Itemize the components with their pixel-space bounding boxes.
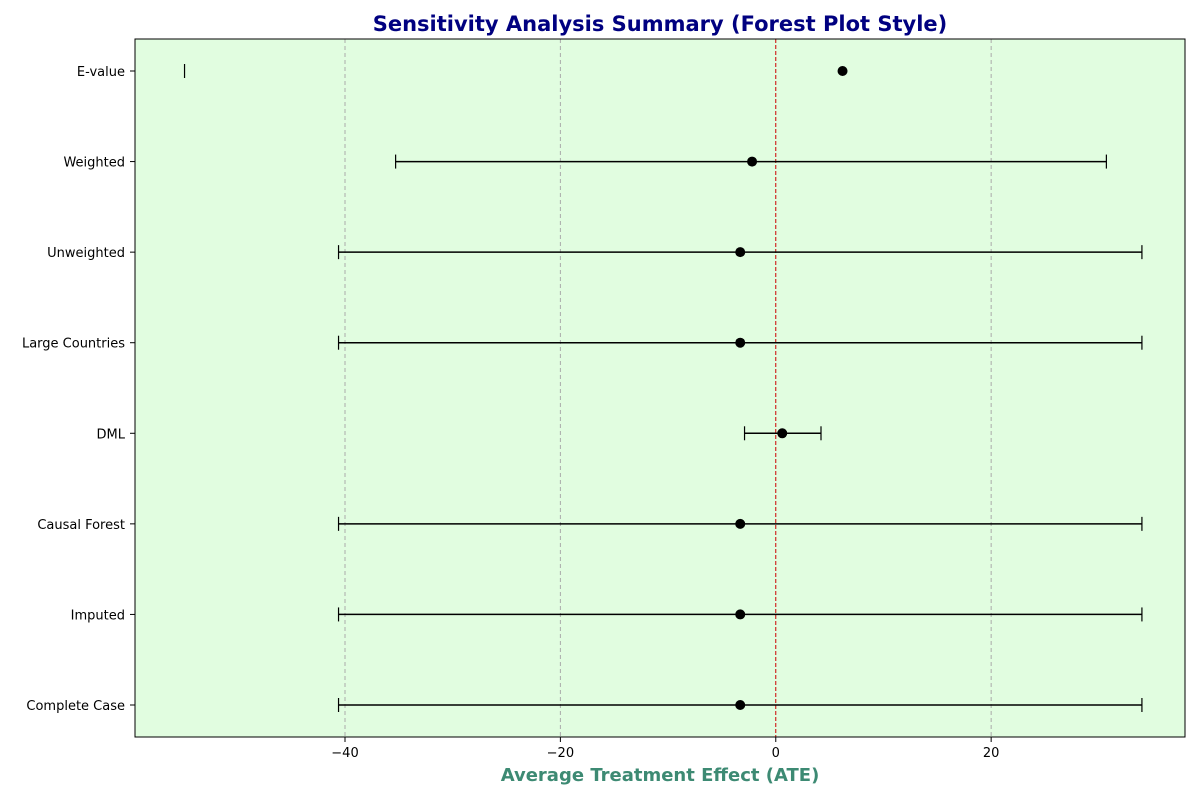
- estimate-point: [735, 518, 746, 529]
- chart-title: Sensitivity Analysis Summary (Forest Plo…: [373, 12, 948, 36]
- plot-area-background: [135, 39, 1185, 737]
- x-axis-label: Average Treatment Effect (ATE): [501, 765, 820, 786]
- estimate-point: [735, 247, 746, 258]
- y-tick-label: Complete Case: [26, 699, 125, 714]
- estimate-point: [735, 337, 746, 348]
- y-tick-label: DML: [97, 427, 126, 442]
- estimate-point: [735, 700, 746, 710]
- estimate-point: [735, 609, 746, 620]
- estimate-point: [837, 66, 848, 76]
- y-axis: Complete Case Imputed Causal Forest DML Larg…: [22, 65, 135, 714]
- estimate-point: [747, 156, 758, 167]
- y-tick-label: Imputed: [71, 608, 125, 623]
- x-tick-label: −20: [547, 746, 574, 761]
- x-tick-label: −40: [331, 746, 358, 761]
- y-tick-label: Causal Forest: [37, 518, 125, 533]
- x-axis: −40 −20 0 20: [331, 737, 999, 761]
- y-tick-label: Large Countries: [22, 337, 125, 352]
- estimate-point: [777, 428, 788, 439]
- x-tick-label: 20: [983, 746, 1000, 761]
- y-tick-label: Unweighted: [47, 246, 125, 261]
- data-marks: [183, 64, 1143, 712]
- grid-lines: [344, 39, 992, 737]
- y-tick-label: Weighted: [63, 156, 125, 171]
- plot-area-frame: [134, 38, 1186, 738]
- x-tick-label: 0: [772, 746, 780, 761]
- y-tick-label: E-value: [77, 65, 125, 80]
